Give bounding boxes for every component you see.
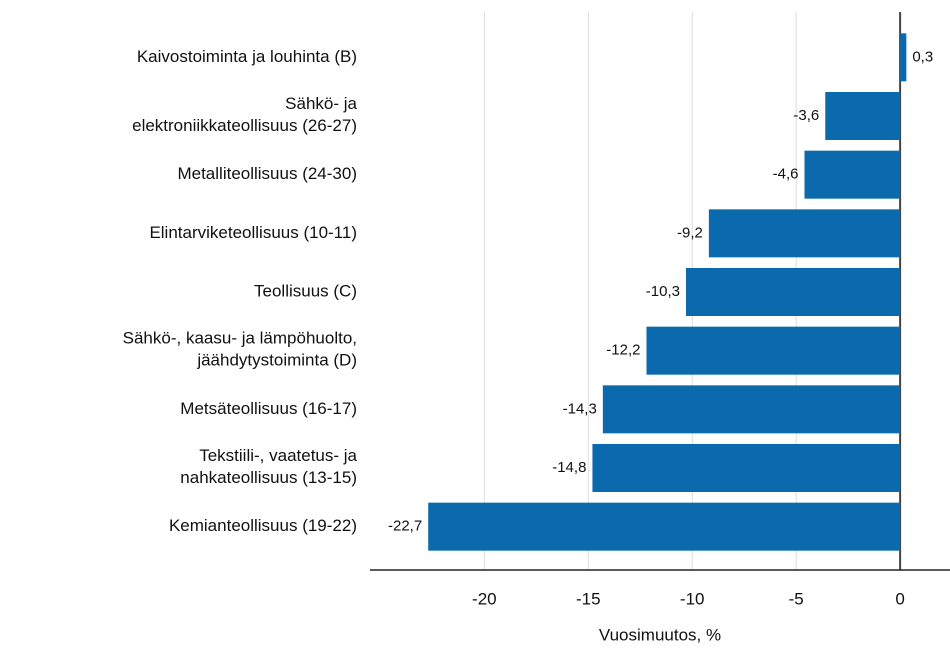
value-label: -10,3 [646, 283, 680, 300]
y-tick-label: Sähkö- ja elektroniikkateollisuus (26-27) [132, 94, 357, 135]
bar [646, 326, 901, 375]
value-label: -4,6 [773, 166, 799, 183]
y-tick-label: Elintarviketeollisuus (10-11) [149, 223, 357, 242]
y-tick-label: Teollisuus (C) [254, 281, 357, 300]
y-tick-label: Metsäteollisuus (16-17) [180, 399, 357, 418]
bar [900, 33, 907, 82]
x-axis-title: Vuosimuutos, % [599, 625, 721, 644]
value-label: -14,8 [552, 459, 586, 476]
y-tick-label: Sähkö-, kaasu- ja lämpöhuolto, jäähdytyst… [123, 329, 357, 370]
bar [592, 444, 901, 492]
x-tick-label: -10 [680, 589, 705, 608]
value-label: -14,3 [563, 400, 597, 417]
x-tick-label: -5 [789, 589, 804, 608]
y-tick-label: Tekstiili-, vaatetus- ja nahkateollisuus … [180, 446, 357, 487]
value-label: -9,2 [677, 224, 703, 241]
bar [602, 385, 901, 434]
value-label: 0,3 [912, 48, 933, 65]
bar [708, 209, 901, 258]
value-label: -12,2 [606, 342, 640, 359]
bar [804, 150, 901, 199]
bar [825, 92, 901, 140]
value-label: -22,7 [388, 518, 422, 535]
bar [685, 268, 901, 316]
y-tick-label: Kemianteollisuus (19-22) [169, 516, 357, 535]
x-tick-label: -15 [576, 589, 601, 608]
bar [428, 502, 901, 551]
x-tick-label: 0 [895, 589, 904, 608]
x-tick-label: -20 [472, 589, 497, 608]
y-tick-label: Metalliteollisuus (24-30) [177, 164, 357, 183]
y-tick-label: Kaivostoiminta ja louhinta (B) [137, 47, 357, 66]
value-label: -3,6 [793, 107, 819, 124]
